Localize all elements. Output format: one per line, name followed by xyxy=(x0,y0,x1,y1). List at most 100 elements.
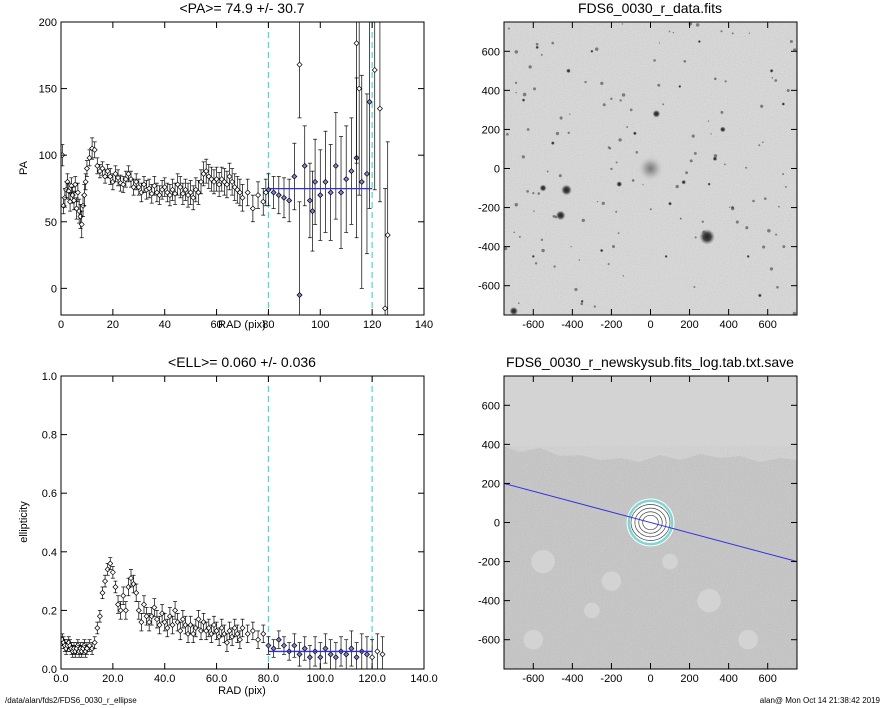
pa-marker xyxy=(317,192,324,199)
ell-marker xyxy=(89,645,96,652)
image2-isophote-ellipse xyxy=(634,507,667,538)
ell-point xyxy=(96,610,103,623)
image1-source xyxy=(531,254,535,258)
pa-xtick-label: 120 xyxy=(363,319,381,331)
image1-xtick-label: -400 xyxy=(561,319,583,331)
pa-fit-point xyxy=(343,125,350,233)
ell-marker xyxy=(86,642,93,649)
ell-marker xyxy=(135,607,142,614)
ell-marker xyxy=(249,627,256,634)
image2-ytick-label: -400 xyxy=(478,596,500,608)
ell-frame xyxy=(60,375,425,670)
image1-faint-source xyxy=(774,79,778,82)
ell-point xyxy=(177,621,184,641)
pa-marker xyxy=(213,176,220,183)
ell-point xyxy=(86,639,93,652)
pa-marker xyxy=(338,189,345,196)
ell-marker xyxy=(280,642,287,649)
ell-axes: 0.0 20.0 40.0 60.0 80.0 100.0 120.0 140.0 0.0 0.2… xyxy=(42,371,438,685)
image2-xtick-label: -600 xyxy=(522,673,544,685)
pa-outer-point xyxy=(353,22,360,164)
pa-marker xyxy=(156,192,163,199)
image1-faint-source xyxy=(767,228,771,233)
ell-point xyxy=(99,586,106,600)
image2-axes: -600 -400 -200 0 200 400 600 -600 -400 -200 0 200 40… xyxy=(478,375,798,685)
image2-title: FDS6_0030_r_newskysub.fits_log.tab.txt.s… xyxy=(506,354,794,370)
image1-faint-source xyxy=(535,42,539,46)
ell-marker xyxy=(182,622,189,629)
pa-marker xyxy=(109,178,116,185)
image1-source xyxy=(521,98,526,102)
ell-point xyxy=(169,615,176,635)
pa-point xyxy=(130,178,137,196)
image1-faint-source xyxy=(668,30,671,33)
image1-source xyxy=(668,201,672,206)
image1-faint-source xyxy=(760,104,764,108)
pa-point xyxy=(182,178,189,201)
image1-faint-source xyxy=(622,275,625,277)
image1-faint-source xyxy=(694,236,697,239)
image1-faint-source xyxy=(559,116,563,120)
image1-faint-source xyxy=(653,59,656,62)
ell-marker xyxy=(117,607,124,614)
pa-marker xyxy=(286,197,293,204)
image1-faint-source xyxy=(534,262,538,265)
image1-title: FDS6_0030_r_data.fits xyxy=(578,0,722,16)
pa-point xyxy=(109,173,116,191)
ell-point xyxy=(159,604,166,623)
ell-ytick-label: 0.8 xyxy=(42,430,57,442)
pa-marker xyxy=(187,189,194,196)
ell-marker xyxy=(291,642,298,649)
ell-marker xyxy=(177,627,184,634)
image1-source xyxy=(566,68,571,74)
image2-isophote-ellipse xyxy=(642,514,659,531)
image1-faint-source xyxy=(521,155,525,159)
image1-faint-source xyxy=(532,191,535,195)
ell-marker xyxy=(112,583,119,590)
image1-source xyxy=(719,126,726,133)
ell-marker xyxy=(322,645,329,652)
pa-marker xyxy=(236,189,243,196)
image1-faint-source xyxy=(710,133,712,135)
pa-point xyxy=(151,176,158,196)
pa-point xyxy=(148,184,155,204)
ell-marker xyxy=(140,601,147,608)
image1-faint-source xyxy=(558,174,562,178)
image1-source xyxy=(632,131,637,136)
image1-faint-source xyxy=(526,128,530,131)
image1-faint-source xyxy=(518,235,521,238)
ell-point xyxy=(138,612,145,632)
ell-point xyxy=(143,607,150,626)
pa-xtick-label: 60 xyxy=(210,319,222,331)
pa-ytick-label: 50 xyxy=(45,217,57,229)
ell-title: <ELL>= 0.060 +/- 0.036 xyxy=(168,354,316,370)
pa-point xyxy=(234,176,241,204)
ell-marker xyxy=(195,616,202,623)
pa-ytick-label: 100 xyxy=(39,150,57,162)
pa-fit-point xyxy=(317,149,324,241)
image1-faint-source xyxy=(514,50,519,54)
ell-marker xyxy=(363,651,370,658)
ell-ytick-label: 0.4 xyxy=(42,547,57,559)
pa-marker xyxy=(117,180,124,187)
image1-faint-source xyxy=(626,126,629,128)
image1-source xyxy=(707,182,711,186)
pa-frame xyxy=(60,21,425,316)
ell-point xyxy=(198,621,205,641)
pa-point xyxy=(229,168,236,196)
ell-marker xyxy=(96,613,103,620)
pa-outer-point xyxy=(382,188,389,315)
image1-faint-source xyxy=(685,171,688,175)
pa-marker xyxy=(133,178,140,185)
pa-outer-point xyxy=(384,141,391,315)
pa-fit-point xyxy=(332,112,339,220)
ell-point xyxy=(91,636,98,649)
ell-outer-point xyxy=(379,636,386,669)
image2-position-angle-line xyxy=(504,482,797,563)
ell-marker xyxy=(130,581,137,588)
pa-marker xyxy=(112,170,119,177)
ell-marker xyxy=(190,630,197,637)
pa-point xyxy=(249,194,256,223)
image1-faint-source xyxy=(537,192,541,195)
ell-marker xyxy=(210,622,217,629)
